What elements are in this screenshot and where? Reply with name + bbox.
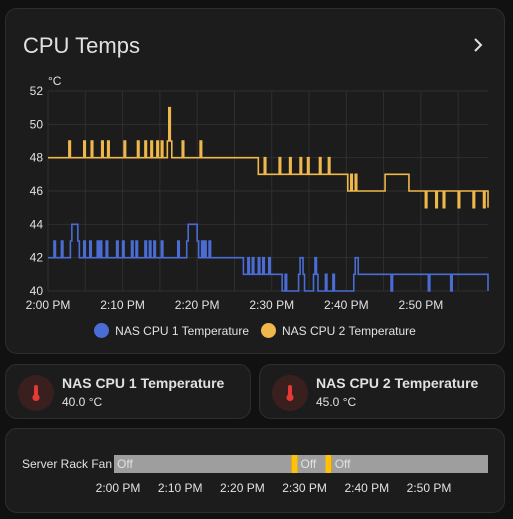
x-tick-label: 2:10 PM xyxy=(100,298,145,312)
line-chart[interactable]: °C 40 42 44 46 48 50 52 2:00 PM 2:10 PM 2:20 PM 2:3… xyxy=(6,9,506,319)
entity-tile-cpu1[interactable]: NAS CPU 1 Temperature 40.0 °C xyxy=(5,364,251,419)
card-title: CPU Temps xyxy=(23,33,140,58)
timeline-entity-label: Server Rack Fan xyxy=(22,457,113,471)
y-tick-label: 44 xyxy=(30,217,44,231)
x-tick-label: 2:20 PM xyxy=(175,298,220,312)
timeline-x-tick-label: 2:30 PM xyxy=(282,481,327,495)
tile-state: 45.0 °C xyxy=(316,395,357,409)
series-line-1[interactable] xyxy=(48,223,489,292)
timeline-chart[interactable]: Off Off Off 2:00 PM 2:10 PM 2:20 PM 2:30 PM 2:4… xyxy=(6,429,506,514)
timeline-x-tick-label: 2:20 PM xyxy=(220,481,265,495)
series-line-2[interactable] xyxy=(48,106,489,209)
timeline-card: Server Rack Fan Off Off Off 2:00 PM 2:10 PM 2… xyxy=(5,428,505,513)
timeline-segment[interactable] xyxy=(331,455,488,473)
timeline-segment[interactable] xyxy=(325,455,332,473)
y-tick-label: 50 xyxy=(30,117,44,131)
thermometer-icon xyxy=(272,375,308,411)
thermometer-icon xyxy=(18,375,54,411)
y-tick-label: 52 xyxy=(30,84,44,98)
tile-name: NAS CPU 2 Temperature xyxy=(316,375,479,391)
legend-label: NAS CPU 2 Temperature xyxy=(282,323,416,338)
timeline-x-tick-label: 2:10 PM xyxy=(158,481,203,495)
legend-item-cpu2[interactable]: NAS CPU 2 Temperature xyxy=(261,323,416,338)
timeline-segment[interactable] xyxy=(297,455,326,473)
tile-state: 40.0 °C xyxy=(62,395,103,409)
timeline-segment-label: Off xyxy=(117,457,133,471)
y-tick-label: 42 xyxy=(30,251,44,265)
legend-label: NAS CPU 1 Temperature xyxy=(115,323,249,338)
timeline-segment-label: Off xyxy=(300,457,316,471)
y-tick-label: 46 xyxy=(30,184,44,198)
chart-legend: NAS CPU 1 Temperature NAS CPU 2 Temperat… xyxy=(6,323,504,338)
y-tick-label: 48 xyxy=(30,151,44,165)
y-tick-label: 40 xyxy=(30,284,44,298)
timeline-x-tick-label: 2:00 PM xyxy=(96,481,141,495)
timeline-x-tick-label: 2:50 PM xyxy=(407,481,452,495)
legend-color-dot xyxy=(261,323,276,338)
legend-color-dot xyxy=(94,323,110,338)
legend-item-cpu1[interactable]: NAS CPU 1 Temperature xyxy=(94,323,249,338)
tile-name: NAS CPU 1 Temperature xyxy=(62,375,225,391)
chevron-right-icon[interactable] xyxy=(470,37,486,53)
x-tick-label: 2:40 PM xyxy=(324,298,369,312)
x-tick-label: 2:50 PM xyxy=(399,298,444,312)
x-tick-label: 2:30 PM xyxy=(249,298,294,312)
x-tick-label: 2:00 PM xyxy=(26,298,71,312)
history-graph-card: CPU Temps °C 40 42 44 46 48 50 52 2:00 PM 2:10 PM… xyxy=(5,8,505,354)
entity-tile-cpu2[interactable]: NAS CPU 2 Temperature 45.0 °C xyxy=(259,364,505,419)
y-axis-unit: °C xyxy=(48,74,62,88)
timeline-x-tick-label: 2:40 PM xyxy=(344,481,389,495)
timeline-segment[interactable] xyxy=(114,455,292,473)
timeline-segment-label: Off xyxy=(335,457,351,471)
timeline-segment[interactable] xyxy=(291,455,298,473)
